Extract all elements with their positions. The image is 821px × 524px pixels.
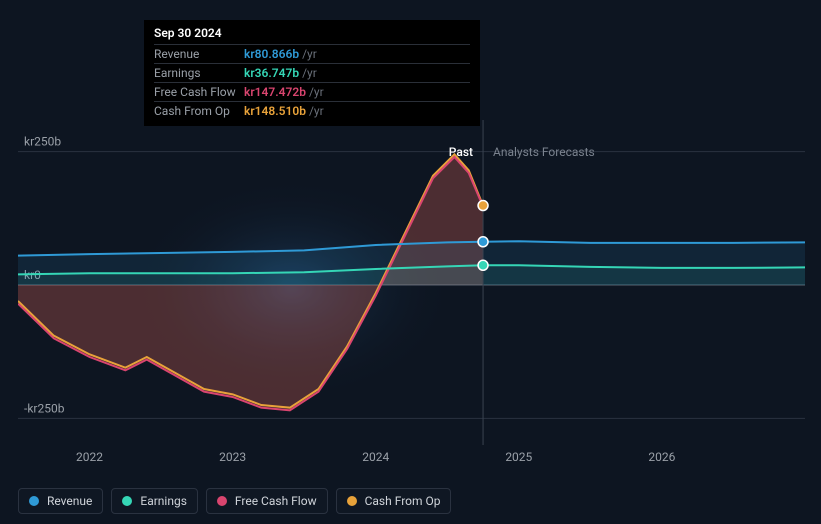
forecast-label: Analysts Forecasts xyxy=(493,145,595,159)
legend-item-cash-from-op[interactable]: Cash From Op xyxy=(336,488,452,514)
x-axis-label: 2026 xyxy=(648,450,675,464)
legend-label: Cash From Op xyxy=(365,494,441,508)
tooltip-row-suffix: /yr xyxy=(302,47,317,61)
tooltip-row-suffix: /yr xyxy=(309,85,324,99)
tooltip-row: Earningskr36.747b/yr xyxy=(154,63,470,82)
marker-cash-from-op xyxy=(478,201,488,211)
x-axis-label: 2022 xyxy=(76,450,103,464)
tooltip-row-value: kr148.510b xyxy=(244,104,306,118)
past-label: Past xyxy=(449,145,473,159)
tooltip-row-suffix: /yr xyxy=(309,104,324,118)
financial-chart: kr250bkr0-kr250b20222023202420252026Past… xyxy=(0,0,821,524)
tooltip-row-value: kr147.472b xyxy=(244,85,306,99)
legend-item-free-cash-flow[interactable]: Free Cash Flow xyxy=(206,488,328,514)
tooltip-row-label: Free Cash Flow xyxy=(154,85,244,99)
tooltip-row-label: Earnings xyxy=(154,66,244,80)
chart-tooltip: Sep 30 2024 Revenuekr80.866b/yrEarningsk… xyxy=(144,20,480,126)
tooltip-row-suffix: /yr xyxy=(302,66,317,80)
tooltip-row: Cash From Opkr148.510b/yr xyxy=(154,101,470,120)
tooltip-row-value: kr80.866b xyxy=(244,47,299,61)
legend-dot xyxy=(122,496,132,506)
marker-earnings xyxy=(478,260,488,270)
x-axis-label: 2023 xyxy=(219,450,246,464)
tooltip-row: Revenuekr80.866b/yr xyxy=(154,44,470,63)
legend-label: Earnings xyxy=(140,494,187,508)
legend-dot xyxy=(29,496,39,506)
legend-dot xyxy=(217,496,227,506)
x-axis-label: 2024 xyxy=(362,450,389,464)
y-axis-label: kr250b xyxy=(24,135,61,149)
legend-label: Revenue xyxy=(47,494,92,508)
marker-revenue xyxy=(478,237,488,247)
x-axis-label: 2025 xyxy=(505,450,532,464)
chart-legend: Revenue Earnings Free Cash Flow Cash From O… xyxy=(18,488,451,514)
tooltip-row-label: Cash From Op xyxy=(154,104,244,118)
legend-item-revenue[interactable]: Revenue xyxy=(18,488,103,514)
tooltip-row-label: Revenue xyxy=(154,47,244,61)
legend-item-earnings[interactable]: Earnings xyxy=(111,488,198,514)
legend-label: Free Cash Flow xyxy=(235,494,317,508)
y-axis-label: -kr250b xyxy=(24,401,65,415)
tooltip-row-value: kr36.747b xyxy=(244,66,299,80)
tooltip-date: Sep 30 2024 xyxy=(154,26,470,44)
tooltip-row: Free Cash Flowkr147.472b/yr xyxy=(154,82,470,101)
legend-dot xyxy=(347,496,357,506)
